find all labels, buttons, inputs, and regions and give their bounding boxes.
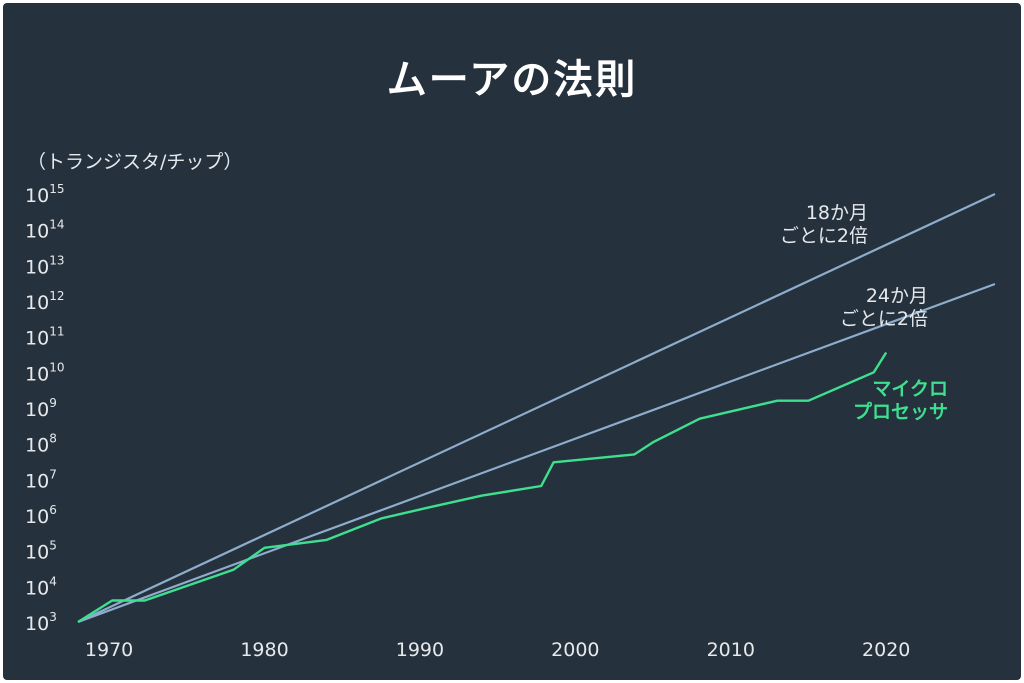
y-tick-label: 103: [25, 610, 57, 635]
microprocessor-line: [77, 351, 888, 624]
trend-line-24-months: [77, 282, 996, 624]
label-18-months-line: ごとに2倍: [780, 225, 868, 247]
x-tick-label: 1980: [240, 639, 288, 661]
label-24-months-line: 24か月: [866, 285, 928, 307]
y-tick-label: 105: [25, 539, 57, 564]
y-tick-label: 108: [25, 432, 57, 457]
y-tick-label: 1010: [25, 360, 64, 385]
x-tick-label: 1990: [396, 639, 444, 661]
chart-title: ムーアの法則: [386, 57, 638, 103]
y-tick-label: 109: [25, 396, 57, 421]
x-tick-label: 2000: [551, 639, 599, 661]
y-tick-label: 1011: [25, 325, 64, 350]
y-tick-label: 1013: [25, 253, 64, 278]
label-microprocessor-line: マイクロ: [872, 378, 948, 400]
y-tick-label: 104: [25, 574, 57, 599]
x-tick-label: 2020: [862, 639, 910, 661]
y-tick-label: 107: [25, 467, 57, 492]
label-microprocessor-line: プロセッサ: [853, 400, 948, 423]
trend-line-18-months: [77, 193, 996, 623]
label-24-months-line: ごとに2倍: [840, 308, 928, 330]
x-tick-label: 2010: [707, 639, 755, 661]
y-tick-label: 1015: [25, 182, 64, 207]
chart-frame: ムーアの法則 （トランジスタ/チップ）: [3, 3, 1021, 680]
x-tick-label: 1970: [85, 639, 133, 661]
label-18-months-line: 18か月: [806, 202, 868, 224]
y-tick-label: 1012: [25, 289, 64, 314]
y-axis-label: （トランジスタ/チップ）: [27, 151, 243, 173]
y-tick-label: 1014: [25, 218, 64, 243]
y-tick-label: 106: [25, 503, 57, 528]
